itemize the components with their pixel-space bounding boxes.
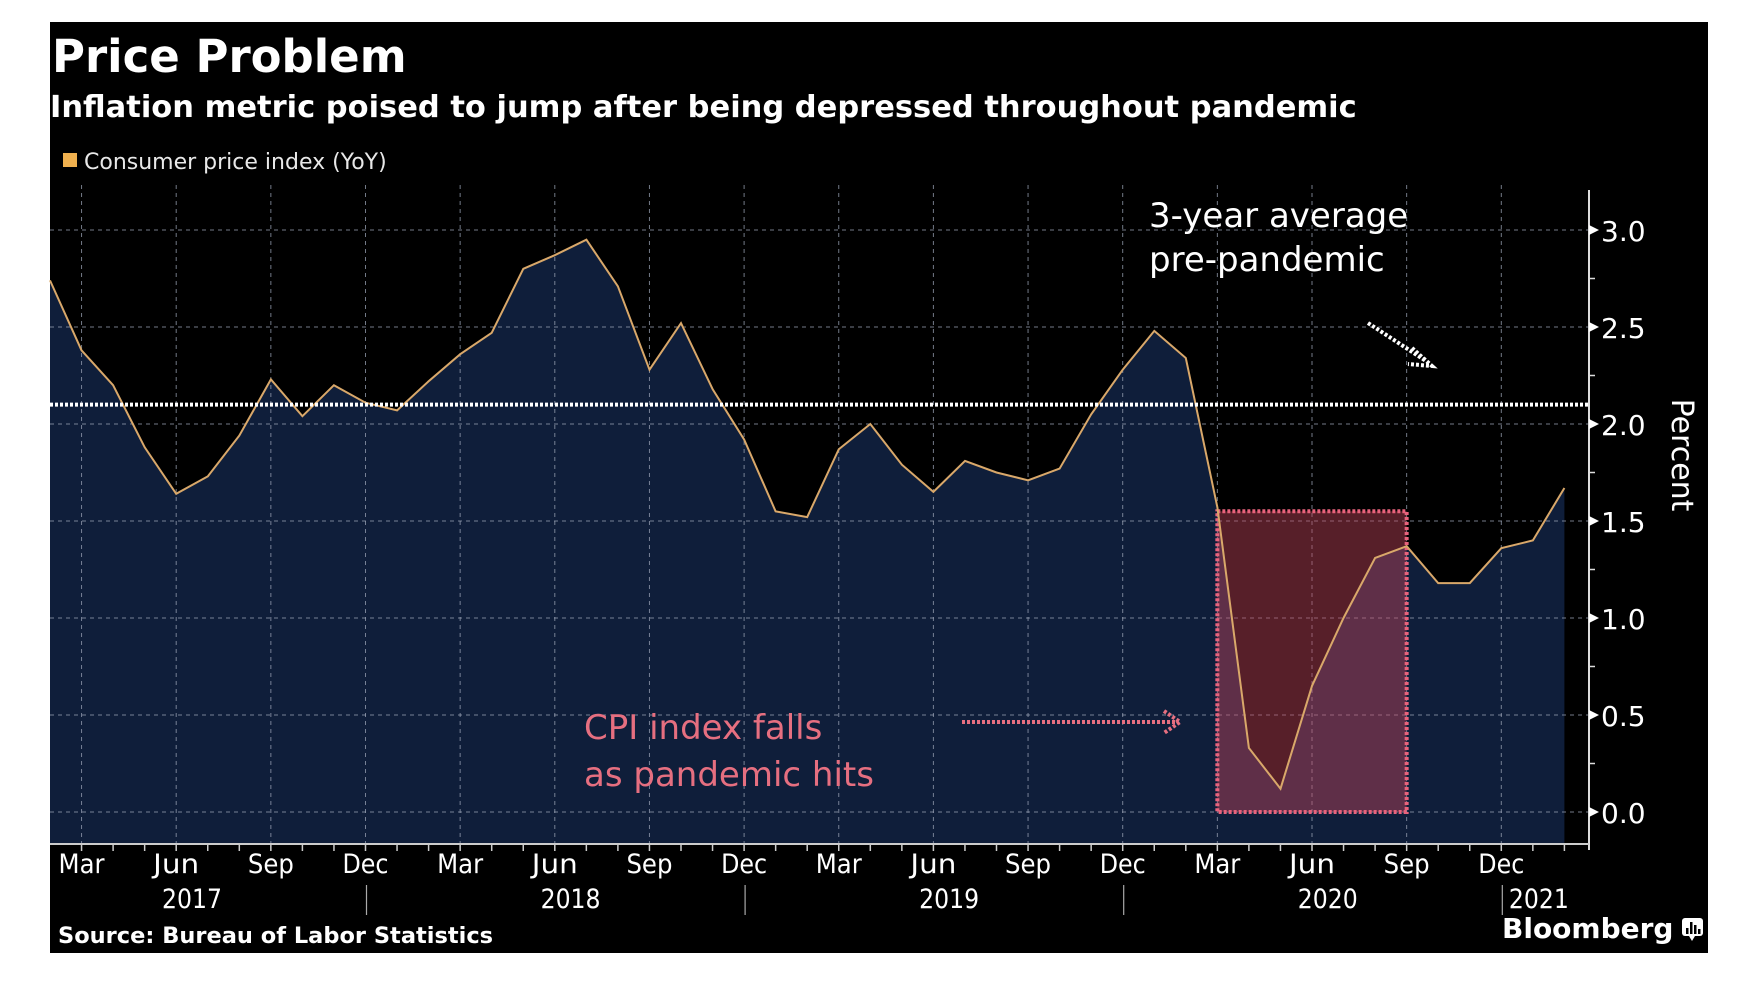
- x-tick-label: Jun: [151, 849, 199, 880]
- y-tick-label: 1.5: [1601, 506, 1646, 539]
- x-tick-label: Sep: [626, 849, 672, 880]
- y-tick-marker: [1589, 807, 1599, 817]
- x-tick-label: Mar: [1194, 849, 1241, 880]
- x-tick-label: Dec: [1100, 849, 1146, 880]
- annotation-pandemic-arrow: [962, 709, 1184, 735]
- y-tick-label: 0.0: [1601, 797, 1646, 830]
- legend-label: Consumer price index (YoY): [84, 150, 387, 175]
- y-tick-label: 0.5: [1601, 700, 1646, 733]
- y-tick-label: 3.0: [1601, 215, 1646, 248]
- x-year-label: 2020: [1298, 884, 1358, 915]
- y-tick-marker: [1589, 613, 1599, 623]
- chart-title: Price Problem: [52, 30, 407, 83]
- y-tick-label: 1.0: [1601, 603, 1646, 636]
- x-tick-label: Jun: [908, 849, 956, 880]
- x-tick-label: Mar: [59, 849, 106, 880]
- chart-subtitle: Inflation metric poised to jump after be…: [50, 90, 1357, 125]
- bloomberg-chart-bubble-icon: [1682, 918, 1703, 941]
- y-tick-marker: [1589, 225, 1599, 235]
- y-tick-marker: [1589, 322, 1599, 332]
- x-tick-label: Sep: [1005, 849, 1051, 880]
- x-tick-label: Sep: [1384, 849, 1430, 880]
- x-tick-label: Dec: [1478, 849, 1524, 880]
- source-note: Source: Bureau of Labor Statistics: [58, 923, 493, 949]
- annotation-pandemic-line1: CPI index falls: [584, 708, 822, 748]
- x-tick-label: Sep: [248, 849, 294, 880]
- x-tick-label: Jun: [530, 849, 578, 880]
- series-area-fill: [50, 239, 1565, 844]
- x-tick-label: Dec: [721, 849, 767, 880]
- y-tick-marker: [1589, 710, 1599, 720]
- pandemic-highlight-box: [1215, 509, 1409, 814]
- x-year-label: 2021: [1509, 884, 1569, 915]
- x-tick-label: Mar: [816, 849, 863, 880]
- x-year-label: 2018: [541, 884, 601, 915]
- x-tick-label: Dec: [343, 849, 389, 880]
- annotation-average-line2: pre-pandemic: [1149, 240, 1385, 280]
- legend: Consumer price index (YoY): [63, 150, 387, 175]
- bloomberg-brand: Bloomberg: [1502, 912, 1673, 945]
- x-year-label: 2017: [162, 884, 222, 915]
- annotation-average-line1: 3-year average: [1149, 196, 1408, 236]
- y-tick-marker: [1589, 419, 1599, 429]
- annotation-pandemic-line2: as pandemic hits: [584, 755, 874, 795]
- x-tick-label: Jun: [1287, 849, 1335, 880]
- y-tick-marker: [1589, 516, 1599, 526]
- x-tick-label: Mar: [437, 849, 484, 880]
- y-tick-label: 2.0: [1601, 409, 1646, 442]
- y-tick-label: 2.5: [1601, 312, 1646, 345]
- x-year-label: 2019: [919, 884, 979, 915]
- y-axis-title: Percent: [1664, 399, 1699, 512]
- annotation-average-arrow: [1366, 321, 1438, 369]
- legend-swatch: [63, 153, 77, 167]
